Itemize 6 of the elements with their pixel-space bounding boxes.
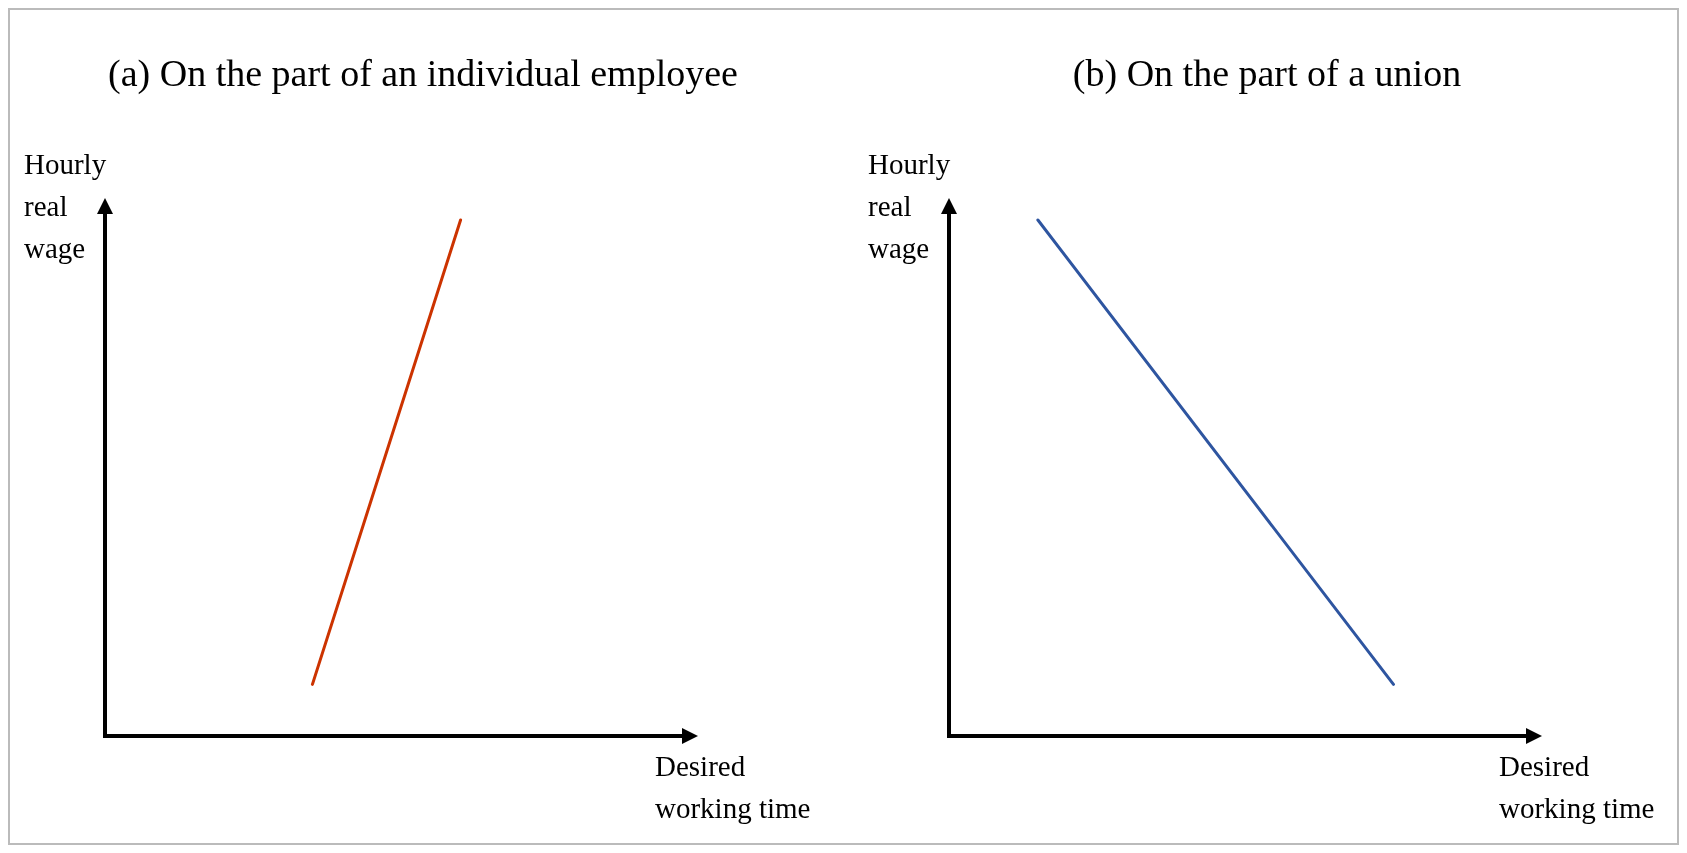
y-axis-title: Hourly real wage [868, 148, 951, 264]
chart-title: (b) On the part of a union [1072, 52, 1462, 95]
y-axis-title: Hourly real wage [24, 148, 107, 264]
chart-title: (a) On the part of an individual employee [108, 52, 738, 95]
x-axis-title: Desired working time [1499, 750, 1655, 824]
x-axis-title: Desired working time [655, 750, 811, 824]
